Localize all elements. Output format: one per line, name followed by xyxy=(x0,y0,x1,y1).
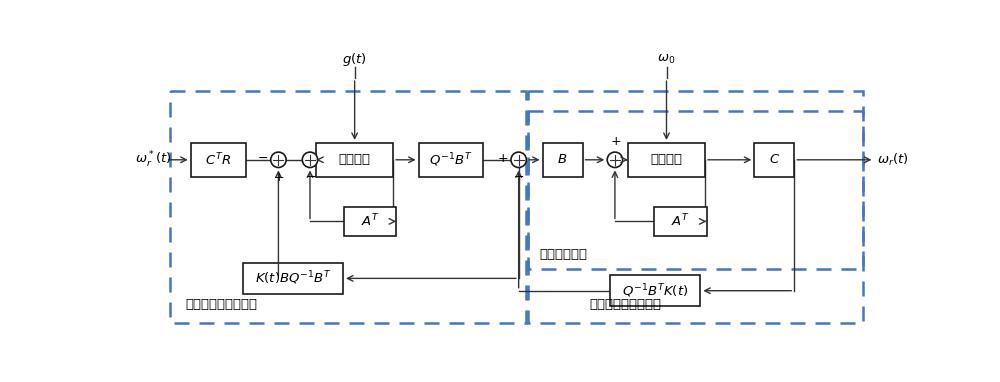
Bar xyxy=(528,111,863,269)
Bar xyxy=(344,207,396,236)
Bar xyxy=(243,263,343,294)
Text: $Q^{-1}B^TK(t)$: $Q^{-1}B^TK(t)$ xyxy=(622,282,688,299)
Text: 积分环节: 积分环节 xyxy=(650,153,682,166)
Circle shape xyxy=(607,152,623,167)
Text: $\omega_r(t)$: $\omega_r(t)$ xyxy=(877,152,908,168)
Text: 积分环节: 积分环节 xyxy=(339,153,371,166)
Text: +: + xyxy=(274,172,285,185)
Circle shape xyxy=(302,152,318,167)
Bar xyxy=(419,143,483,177)
Text: 控制器反馈控制模块: 控制器反馈控制模块 xyxy=(590,298,662,311)
Text: $g(t)$: $g(t)$ xyxy=(342,51,367,68)
Bar xyxy=(654,207,707,236)
Text: −: − xyxy=(514,172,525,185)
Text: $\omega_r^*(t)$: $\omega_r^*(t)$ xyxy=(135,150,172,170)
Text: +: + xyxy=(498,152,509,165)
Text: 控制器前馈控制模块: 控制器前馈控制模块 xyxy=(185,298,257,311)
Bar xyxy=(528,91,863,323)
Text: $A^T$: $A^T$ xyxy=(671,213,690,230)
Text: $C^TR$: $C^TR$ xyxy=(205,152,231,168)
Text: −: − xyxy=(258,152,268,165)
Bar xyxy=(170,91,526,323)
Text: $\omega_0$: $\omega_0$ xyxy=(657,53,676,66)
Bar xyxy=(610,275,700,306)
Bar xyxy=(628,143,705,177)
Text: −: − xyxy=(306,172,316,185)
Text: $A^T$: $A^T$ xyxy=(361,213,379,230)
Text: $Q^{-1}B^T$: $Q^{-1}B^T$ xyxy=(429,151,473,168)
Circle shape xyxy=(511,152,526,167)
Bar xyxy=(316,143,393,177)
Bar xyxy=(191,143,246,177)
Text: $C$: $C$ xyxy=(769,153,780,166)
Text: $B$: $B$ xyxy=(557,153,568,166)
Bar xyxy=(754,143,794,177)
Text: $K(t)BQ^{-1}B^T$: $K(t)BQ^{-1}B^T$ xyxy=(255,270,331,287)
Text: +: + xyxy=(610,135,621,148)
Circle shape xyxy=(271,152,286,167)
Bar xyxy=(543,143,583,177)
Text: 风机系统模型: 风机系统模型 xyxy=(539,248,587,261)
